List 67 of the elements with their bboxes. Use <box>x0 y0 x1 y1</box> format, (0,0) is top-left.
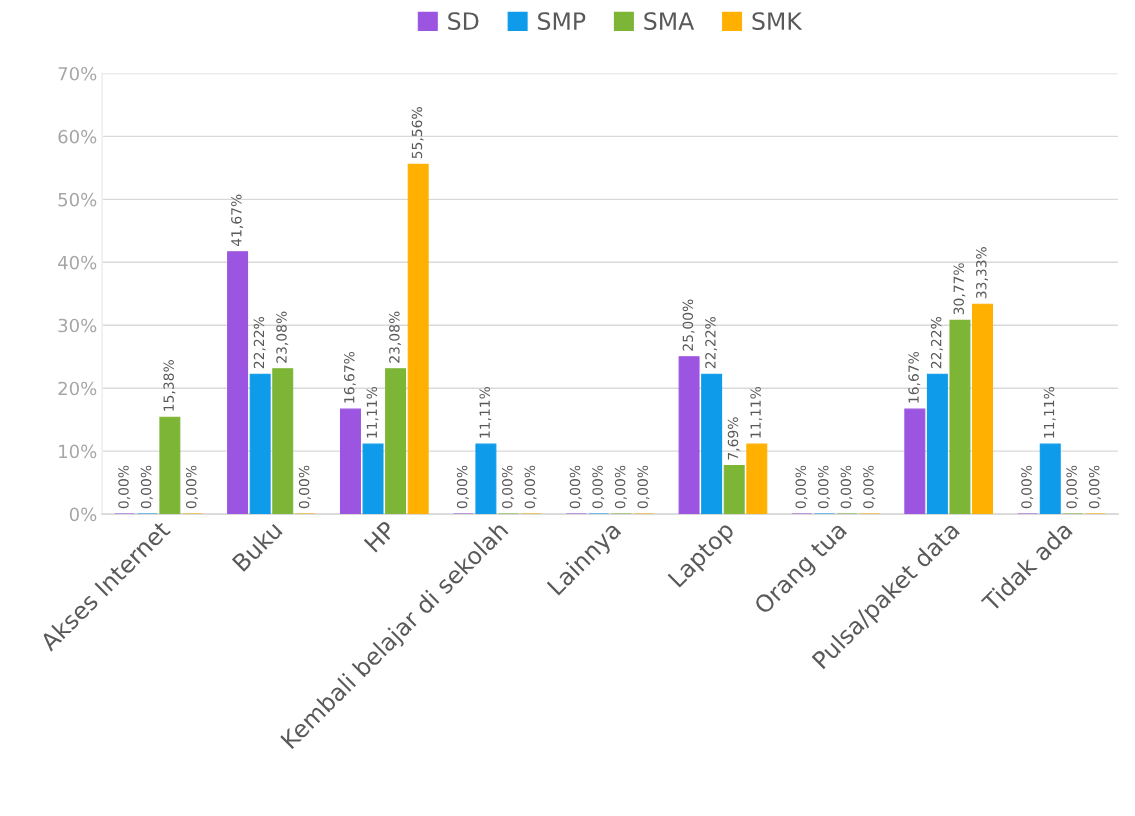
bar <box>407 163 429 515</box>
data-label: 23,08% <box>276 311 289 363</box>
bar <box>701 373 723 515</box>
legend-label: SD <box>448 12 479 30</box>
data-label: 0,00% <box>592 465 605 509</box>
data-label: 0,00% <box>185 465 198 509</box>
data-label: 33,33% <box>976 247 988 299</box>
y-tick-label: 70% <box>58 66 97 81</box>
data-label: 22,22% <box>705 316 718 369</box>
data-label: 0,00% <box>502 465 514 509</box>
data-label: 0,00% <box>614 465 627 509</box>
bar <box>904 408 926 515</box>
data-label: 25,00% <box>682 299 695 351</box>
bar <box>159 416 181 515</box>
data-label: 0,00% <box>1021 465 1034 509</box>
bar <box>339 408 361 515</box>
bar <box>723 465 745 515</box>
y-tick-label: 20% <box>58 381 97 396</box>
data-label: 0,00% <box>1088 465 1101 509</box>
data-label: 15,38% <box>163 360 176 411</box>
legend-label: SMK <box>752 12 803 30</box>
data-label: 0,00% <box>298 465 311 509</box>
data-label: 0,00% <box>456 465 469 509</box>
data-label: 23,08% <box>389 311 402 363</box>
data-label: 11,11% <box>479 386 492 438</box>
data-label: 0,00% <box>637 465 650 509</box>
bar <box>475 443 497 515</box>
data-label: 55,56% <box>411 107 424 159</box>
bar <box>1039 443 1061 515</box>
data-label: 0,00% <box>569 465 582 509</box>
data-label: 22,22% <box>253 316 266 369</box>
data-label: 0,00% <box>140 465 153 509</box>
bar <box>385 368 407 515</box>
bar <box>272 368 294 515</box>
data-label: 0,00% <box>863 465 876 509</box>
y-tick-label: 40% <box>58 255 97 270</box>
bar <box>362 443 384 515</box>
data-label: 16,67% <box>908 351 921 403</box>
data-label: 16,67% <box>343 351 356 403</box>
legend-label: SMA <box>644 12 695 30</box>
bar <box>227 251 249 515</box>
data-label: 0,00% <box>818 465 830 509</box>
data-label: 11,11% <box>1043 386 1056 438</box>
y-tick-label: 60% <box>58 129 97 144</box>
data-label: 0,00% <box>524 465 537 509</box>
bar <box>926 373 948 515</box>
data-label: 0,00% <box>795 465 808 509</box>
y-tick-label: 30% <box>58 318 97 333</box>
y-tick-label: 10% <box>59 444 97 459</box>
bar <box>249 373 271 515</box>
legend-label: SMP <box>538 12 586 30</box>
y-tick-label: 50% <box>58 192 97 207</box>
bar <box>678 356 700 515</box>
data-label: 22,22% <box>930 316 943 369</box>
data-label: 11,11% <box>750 386 763 438</box>
y-tick-label: 0% <box>69 507 97 522</box>
bar <box>949 319 971 515</box>
data-label: 7,69% <box>727 417 740 460</box>
bar <box>972 303 994 515</box>
data-label: 0,00% <box>1066 465 1079 509</box>
data-label: 0,00% <box>840 465 853 509</box>
data-label: 41,67% <box>231 194 244 247</box>
bar <box>746 443 768 515</box>
x-tick-label: HP <box>363 520 397 553</box>
data-label: 0,00% <box>118 465 131 509</box>
data-label: 30,77% <box>953 263 966 315</box>
data-label: 11,11% <box>366 386 379 438</box>
